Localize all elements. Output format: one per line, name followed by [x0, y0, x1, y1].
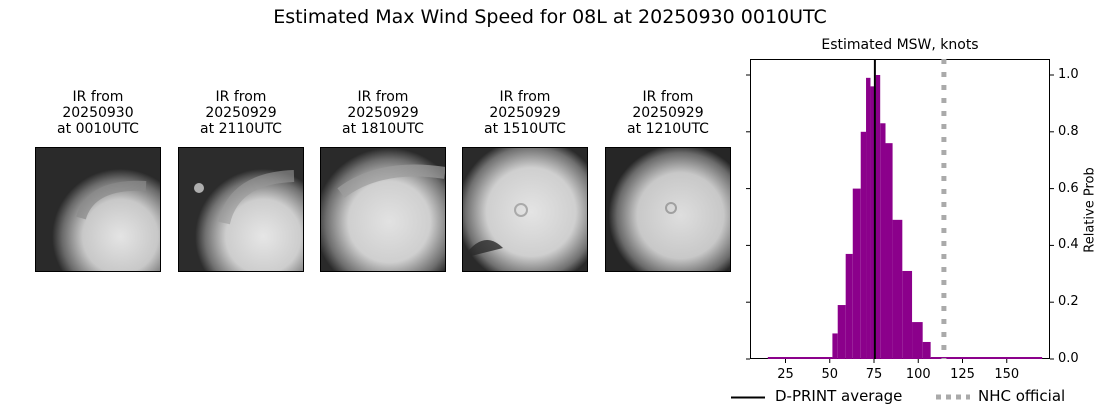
histogram-bar [870, 86, 876, 360]
ir-panel-2: IR from 20250929 at 2110UTC [178, 89, 304, 272]
ir-title-date: 20250930 [62, 105, 134, 121]
histogram-bar [922, 341, 931, 359]
y-tick-label: 1.0 [1058, 67, 1079, 82]
ir-title-date: 20250929 [632, 105, 704, 121]
ir-title-time: at 1210UTC [627, 121, 709, 137]
ir-panel-title: IR from 20250929 at 1810UTC [300, 89, 466, 137]
legend-solid-line-icon [731, 396, 765, 399]
ir-title-line: IR from [357, 89, 409, 105]
ir-title-time: at 1510UTC [484, 121, 566, 137]
y-tick-label: 0.8 [1058, 123, 1079, 139]
x-tick-label: 150 [994, 367, 1020, 382]
histogram-bar [875, 75, 881, 359]
histogram-bar [892, 219, 903, 359]
x-tick-label: 75 [865, 367, 883, 382]
ir-panel-5: IR from 20250929 at 1210UTC [605, 89, 731, 272]
x-tick-label: 50 [821, 367, 839, 382]
ir-panel-title: IR from 20250930 at 0010UTC [15, 89, 181, 137]
ir-title-time: at 0010UTC [57, 121, 139, 137]
ir-satellite-image [605, 147, 731, 272]
histogram-bar [837, 305, 846, 359]
y-tick-label: 0.6 [1058, 180, 1079, 196]
histogram-bar [880, 123, 886, 359]
legend-nhc-official: NHC official [978, 387, 1066, 405]
histogram-bar [852, 188, 861, 359]
ir-satellite-image [462, 147, 588, 272]
y-tick-label: 0.4 [1058, 237, 1079, 253]
ir-panel-4: IR from 20250929 at 1510UTC [462, 89, 588, 272]
histogram-title: Estimated MSW, knots [821, 37, 979, 53]
histogram-bar [845, 253, 853, 359]
ir-panel-title: IR from 20250929 at 1210UTC [585, 89, 751, 137]
x-tick-label: 100 [905, 367, 931, 382]
ir-title-date: 20250929 [347, 105, 419, 121]
figure-title: Estimated Max Wind Speed for 08L at 2025… [273, 6, 827, 28]
ir-panel-3: IR from 20250929 at 1810UTC [320, 89, 446, 272]
histogram-bar [866, 77, 871, 359]
ir-title-line: IR from [215, 89, 267, 105]
histogram-axes [746, 59, 1054, 363]
histogram-bar [885, 143, 893, 359]
ir-title-line: IR from [72, 89, 124, 105]
ir-title-date: 20250929 [489, 105, 561, 121]
ir-panel-title: IR from 20250929 at 1510UTC [442, 89, 608, 137]
ir-title-time: at 2110UTC [200, 121, 282, 137]
histogram-bar [902, 270, 913, 359]
ir-panel-1: IR from 20250930 at 0010UTC [35, 89, 161, 272]
ir-panel-title: IR from 20250929 at 2110UTC [158, 89, 324, 137]
ir-title-line: IR from [499, 89, 551, 105]
ir-satellite-image [320, 147, 446, 272]
histogram-bar [930, 357, 1043, 359]
ir-title-time: at 1810UTC [342, 121, 424, 137]
x-tick-label: 25 [777, 367, 794, 382]
y-tick-label: 0.0 [1058, 351, 1079, 366]
x-tick-label: 125 [950, 367, 975, 382]
ir-title-date: 20250929 [205, 105, 277, 121]
ir-satellite-image [178, 147, 304, 272]
legend-dprint-average: D-PRINT average [775, 387, 903, 405]
legend-dotted-line-icon [936, 394, 970, 400]
ir-title-line: IR from [642, 89, 694, 105]
y-axis-label: Relative Prob [1082, 167, 1098, 253]
ir-satellite-image [35, 147, 161, 272]
histogram-bar [912, 322, 923, 359]
y-tick-label: 0.2 [1058, 294, 1079, 310]
histogram-bar [832, 333, 838, 359]
histogram-bar [860, 131, 867, 359]
histogram-bar [767, 357, 833, 359]
histogram-plot [746, 59, 1054, 363]
